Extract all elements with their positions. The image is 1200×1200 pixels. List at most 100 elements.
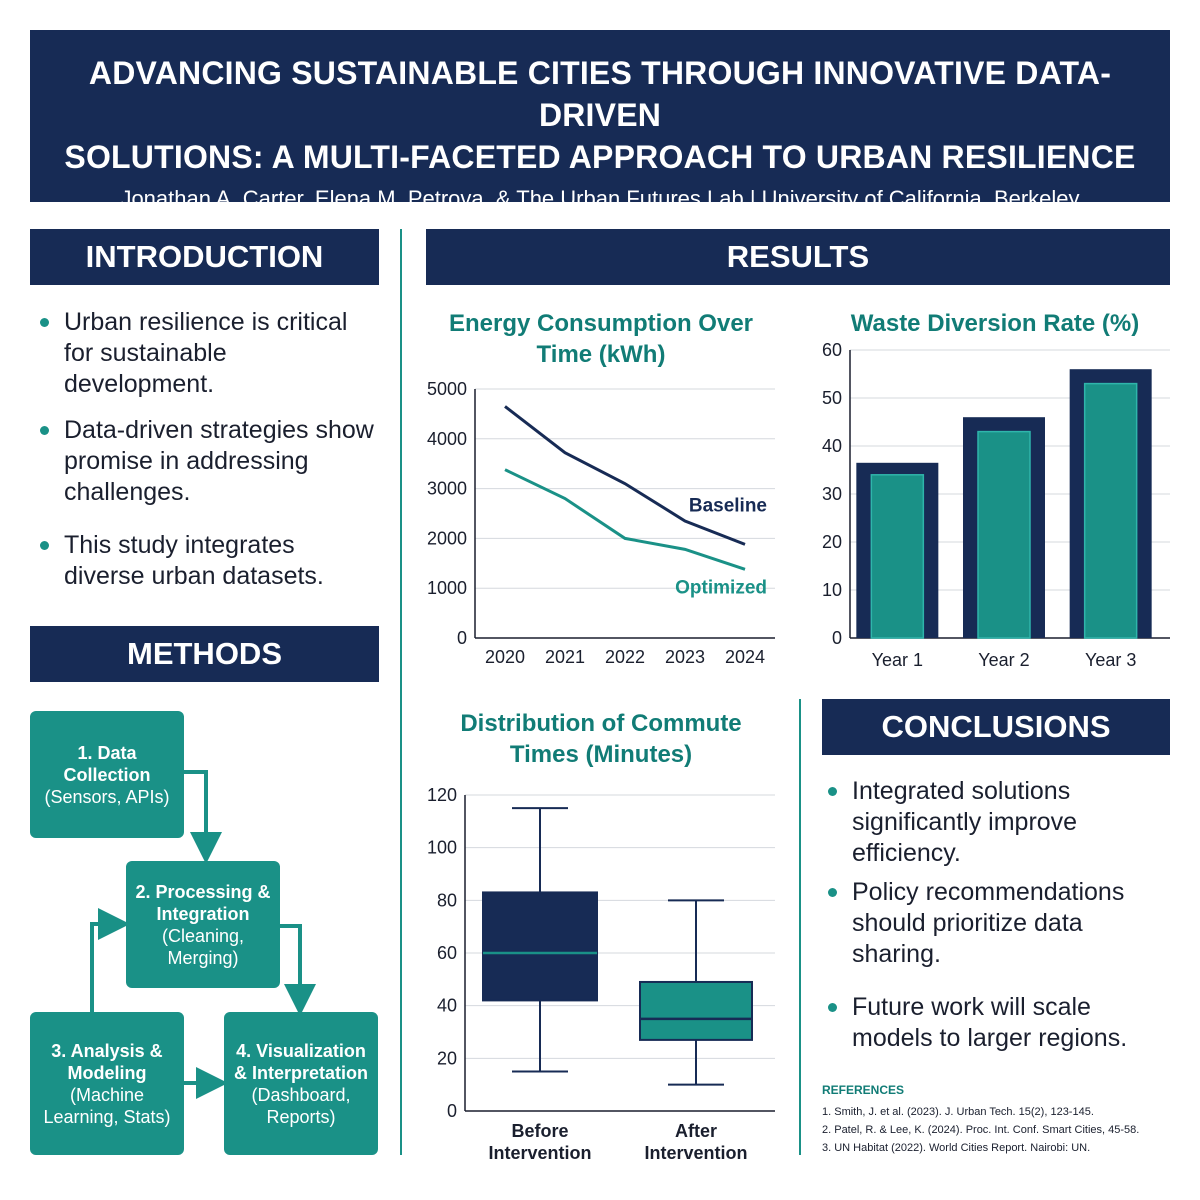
introduction-bullet-item: Data-driven strategies show promise in ad…: [30, 415, 390, 508]
conclusions-heading: CONCLUSIONS: [822, 699, 1170, 755]
x-tick-label: Year 2: [978, 650, 1029, 670]
conclusion-bullet-line: significantly improve: [852, 808, 1078, 836]
method-step-title: 1. Data: [77, 742, 137, 763]
method-step-title: & Interpretation: [233, 1062, 368, 1083]
bar: [870, 474, 925, 639]
left-column-divider: [400, 229, 402, 1155]
methods-flow-arrows: [90, 770, 316, 1099]
y-tick-label: 80: [437, 890, 457, 910]
poster-title-line-1: ADVANCING SUSTAINABLE CITIES THROUGH INN…: [88, 55, 1112, 133]
introduction-bullet-item: Urban resilience is critical for sustaina…: [30, 307, 390, 400]
introduction-list: Urban resilience is critical for sustaina…: [30, 307, 390, 592]
introduction-bullet-line: Data-driven strategies show: [64, 416, 374, 444]
y-tick-label: 1000: [427, 578, 467, 598]
waste-chart-title: Waste Diversion Rate (%): [820, 308, 1170, 339]
arrow-step2-to-step4: [280, 924, 316, 1016]
y-tick-label: 30: [822, 484, 842, 504]
introduction-bullet-line: This study integrates: [64, 531, 295, 559]
method-step-data-collection: 1. Data Collection (Sensors, APIs): [30, 711, 184, 838]
y-tick-label: 2000: [427, 528, 467, 548]
conclusion-bullet-item: Future work will scale models to larger r…: [818, 992, 1178, 1054]
introduction-bullet-line: challenges.: [64, 478, 191, 506]
series-line-baseline: [504, 405, 746, 546]
commute-box-plot: 020406080100120BeforeInterventionAfterIn…: [427, 785, 775, 1163]
commute-chart-title: Distribution of Commute Times (Minutes): [426, 708, 776, 770]
reference-item: 1. Smith, J. et al. (2023). J. Urban Tec…: [822, 1106, 1094, 1118]
y-tick-label: 120: [427, 785, 457, 805]
energy-chart-title: Energy Consumption Over Time (kWh): [426, 308, 776, 370]
x-tick-label: 2024: [725, 647, 765, 667]
conclusion-bullet-line: Policy recommendations: [852, 878, 1125, 906]
conclusion-bullet-item: Policy recommendations should prioritize …: [818, 877, 1178, 970]
method-step-subtitle: (Machine: [69, 1084, 145, 1105]
results-heading: RESULTS: [426, 229, 1170, 285]
waste-bar-chart: 0 10 20 30 40 50 60 Year 1 Year 2 Year 3: [822, 340, 1170, 670]
x-tick-label: 2023: [665, 647, 705, 667]
method-step-subtitle: (Cleaning,: [161, 925, 245, 946]
method-step-processing: 2. Processing & Integration (Cleaning, Merg…: [126, 861, 280, 988]
box: [482, 891, 598, 1002]
method-step-title: Integration: [156, 903, 250, 924]
method-step-title: Modeling: [67, 1062, 147, 1083]
commute-chart-title-line-2: Times (Minutes): [509, 741, 693, 768]
introduction-bullet-line: promise in addressing: [64, 447, 309, 475]
x-tick-label: Before: [511, 1121, 568, 1141]
y-tick-label: 3000: [427, 479, 467, 499]
conclusion-bullet-item: Integrated solutions significantly improv…: [818, 776, 1178, 869]
y-tick-label: 40: [822, 436, 842, 456]
y-tick-label: 60: [437, 943, 457, 963]
x-tick-label: Intervention: [488, 1143, 591, 1163]
introduction-heading: INTRODUCTION: [30, 229, 379, 285]
method-step-title: Collection: [63, 764, 151, 785]
x-tick-label: 2020: [485, 647, 525, 667]
method-step-title: 3. Analysis &: [51, 1040, 163, 1061]
y-tick-label: 10: [822, 580, 842, 600]
method-step-title: 2. Processing &: [135, 881, 271, 902]
method-step-subtitle: (Dashboard,: [251, 1084, 351, 1105]
energy-chart-title-line-1: Energy Consumption Over: [448, 310, 754, 337]
bar: [1083, 382, 1138, 639]
references: REFERENCES 1. Smith, J. et al. (2023). J…: [822, 1083, 1170, 1157]
y-tick-label: 60: [822, 340, 842, 360]
bar: [977, 430, 1031, 639]
y-tick-label: 0: [832, 628, 842, 648]
conclusion-bullet-line: sharing.: [852, 940, 941, 968]
commute-chart-title-line-1: Distribution of Commute: [460, 710, 742, 737]
y-tick-label: 0: [447, 1101, 457, 1121]
conclusion-bullet-line: models to larger regions.: [852, 1024, 1128, 1052]
introduction-bullet-line: development.: [64, 370, 215, 398]
x-tick-label: 2021: [545, 647, 585, 667]
y-tick-label: 4000: [427, 429, 467, 449]
x-tick-label: After: [675, 1121, 717, 1141]
introduction-bullet-line: for sustainable: [64, 339, 227, 367]
y-tick-label: 5000: [427, 379, 467, 399]
methods-heading: METHODS: [30, 626, 379, 682]
method-step-title: 4. Visualization: [236, 1040, 366, 1061]
energy-chart-title-line-2: Time (kWh): [536, 341, 666, 368]
introduction-bullet-line: Urban resilience is critical: [64, 308, 348, 336]
poster-authors: Jonathan A. Carter, Elena M. Petrova, & …: [120, 186, 1080, 211]
references-heading: REFERENCES: [822, 1083, 905, 1097]
energy-line-chart: 0 1000 2000 3000 4000 5000 2020 2021 2022 2023 202…: [427, 379, 775, 667]
y-tick-label: 20: [437, 1048, 457, 1068]
conclusion-bullet-line: Future work will scale: [852, 993, 1091, 1021]
method-step-subtitle: Reports): [266, 1106, 336, 1127]
poster-title-bar: ADVANCING SUSTAINABLE CITIES THROUGH INN…: [30, 30, 1170, 211]
x-tick-label: 2022: [605, 647, 645, 667]
series-label-optimized: Optimized: [675, 577, 767, 598]
method-step-analysis: 3. Analysis & Modeling (Machine Learning, S…: [30, 1012, 184, 1155]
poster-title-line-2: SOLUTIONS: A MULTI-FACETED APPROACH TO U…: [64, 139, 1136, 175]
x-tick-label: Intervention: [644, 1143, 747, 1163]
y-tick-label: 100: [427, 838, 457, 858]
x-tick-label: Year 1: [872, 650, 923, 670]
reference-item: 3. UN Habitat (2022). World Cities Repor…: [822, 1142, 1091, 1154]
waste-chart-title-line-1: Waste Diversion Rate (%): [850, 310, 1140, 337]
arrow-step3-to-step2: [90, 908, 130, 1012]
box: [639, 980, 753, 1041]
conclusion-bullet-line: should prioritize data: [852, 909, 1083, 937]
conclusions-list: Integrated solutions significantly improv…: [818, 776, 1178, 1054]
conclusion-bullet-line: efficiency.: [852, 839, 961, 867]
conclusion-bullet-line: Integrated solutions: [852, 777, 1071, 805]
results-divider: [799, 699, 801, 1155]
series-label-baseline: Baseline: [689, 495, 767, 516]
